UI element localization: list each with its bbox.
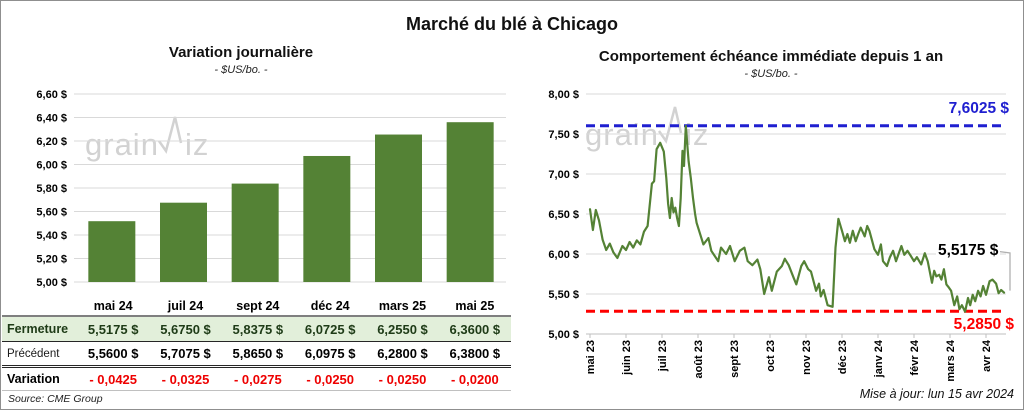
- line-y-tick-label: 6,00 $: [548, 249, 579, 261]
- bar-mars 25: [375, 134, 422, 282]
- x-tick-label: févr 24: [909, 339, 921, 375]
- precedent-value-sept 24: 5,8650 $: [221, 342, 294, 368]
- x-tick-label: avr 24: [981, 339, 993, 372]
- variation-value-mai 24: - 0,0425: [77, 368, 150, 391]
- x-tick-label: nov 23: [801, 340, 813, 375]
- bar-y-tick-label: 5,60 $: [36, 207, 67, 219]
- updated-note: Mise à jour: lun 15 avr 2024: [859, 387, 1014, 401]
- x-tick-label: juin 23: [621, 340, 633, 376]
- grainwiz-watermark: grain iz: [85, 113, 210, 162]
- line-chart-title: Comportement échéance immédiate depuis 1…: [598, 48, 944, 65]
- bar-y-tick-label: 5,00 $: [36, 277, 67, 289]
- line-y-tick-label: 8,00 $: [548, 89, 579, 101]
- line-chart-subtitle: - $US/bo. -: [744, 68, 798, 80]
- watermark-text-iz: iz: [684, 116, 710, 152]
- price-table: mai 24 juil 24 sept 24 déc 24 mars 25 mai 25 F…: [2, 297, 511, 391]
- watermark-text-grain: grain: [85, 126, 159, 162]
- variation-value-mai 25: - 0,0200: [438, 368, 511, 391]
- bar-y-tick-label: 6,40 $: [36, 113, 67, 125]
- variation-value-juil 24: - 0,0325: [149, 368, 222, 391]
- x-tick-label: sept 23: [729, 340, 741, 378]
- watermark-spike-icon: [657, 106, 683, 144]
- precedent-value-mai 24: 5,5600 $: [77, 342, 150, 368]
- bar-chart-subtitle: - $US/bo. -: [214, 64, 268, 76]
- line-y-tick-label: 7,00 $: [548, 169, 579, 181]
- min-threshold-label: 5,2850 $: [953, 316, 1014, 333]
- fermeture-value-juil 24: 5,6750 $: [149, 315, 222, 342]
- source-note: Source: CME Group: [8, 393, 103, 405]
- bar-déc 24: [303, 155, 351, 282]
- row-label-variation: Variation: [2, 368, 77, 391]
- bar-mai 25: [446, 122, 494, 282]
- precedent-value-déc 24: 6,0975 $: [294, 342, 367, 368]
- bar-juil 24: [160, 202, 207, 282]
- variation-value-sept 24: - 0,0275: [221, 368, 294, 391]
- precedent-value-juil 24: 5,7075 $: [149, 342, 222, 368]
- col-header-déc 24: déc 24: [310, 299, 350, 313]
- col-header-mai 25: mai 25: [455, 299, 495, 313]
- max-threshold-label: 7,6025 $: [948, 100, 1009, 117]
- fermeture-value-sept 24: 5,8375 $: [221, 315, 294, 342]
- bar-sept 24: [231, 183, 279, 282]
- line-y-tick-label: 5,00 $: [548, 329, 579, 341]
- col-header-mai 24: mai 24: [93, 299, 133, 313]
- bar-y-tick-label: 6,00 $: [36, 160, 67, 172]
- x-tick-label: déc 23: [837, 340, 849, 374]
- bar-y-tick-label: 6,20 $: [36, 136, 67, 148]
- row-label-fermeture: Fermeture: [2, 315, 77, 342]
- bar-y-tick-label: 5,40 $: [36, 230, 67, 242]
- bar-y-tick-label: 5,20 $: [36, 254, 67, 266]
- last-price-label: 5,5175 $: [936, 242, 1001, 260]
- row-label-precedent: Précédent: [2, 342, 77, 368]
- fermeture-value-mai 24: 5,5175 $: [77, 315, 150, 342]
- x-tick-label: mai 23: [585, 340, 597, 374]
- x-tick-label: mars 24: [945, 339, 957, 381]
- fermeture-value-déc 24: 6,0725 $: [294, 315, 367, 342]
- col-header-sept 24: sept 24: [236, 299, 280, 313]
- col-header-mars 25: mars 25: [378, 299, 427, 313]
- variation-value-mars 25: - 0,0250: [366, 368, 439, 391]
- variation-value-déc 24: - 0,0250: [294, 368, 367, 391]
- price-line: [588, 124, 1006, 313]
- watermark-text-iz: iz: [184, 126, 210, 162]
- col-header-juil 24: juil 24: [167, 299, 204, 313]
- line-y-tick-label: 5,50 $: [548, 289, 579, 301]
- bar-y-tick-label: 5,80 $: [36, 183, 67, 195]
- bar-y-tick-label: 6,60 $: [36, 89, 67, 101]
- table-corner-cell: [2, 297, 77, 315]
- precedent-value-mars 25: 6,2800 $: [366, 342, 439, 368]
- precedent-value-mai 25: 6,3800 $: [438, 342, 511, 368]
- bar-mai 24: [88, 221, 136, 282]
- x-tick-label: août 23: [693, 340, 705, 379]
- page-title: Marché du blé à Chicago: [405, 14, 619, 34]
- fermeture-value-mai 25: 6,3600 $: [438, 315, 511, 342]
- watermark-spike-icon: [157, 116, 183, 154]
- fermeture-value-mars 25: 6,2550 $: [366, 315, 439, 342]
- bar-chart-title: Variation journalière: [168, 44, 314, 61]
- line-y-tick-label: 6,50 $: [548, 209, 579, 221]
- grainwiz-watermark: grain iz: [585, 103, 710, 152]
- x-tick-label: oct 23: [765, 340, 777, 372]
- x-tick-label: juil 23: [657, 340, 669, 372]
- line-y-tick-label: 7,50 $: [548, 129, 579, 141]
- watermark-text-grain: grain: [585, 116, 659, 152]
- x-tick-label: janv 24: [873, 339, 885, 378]
